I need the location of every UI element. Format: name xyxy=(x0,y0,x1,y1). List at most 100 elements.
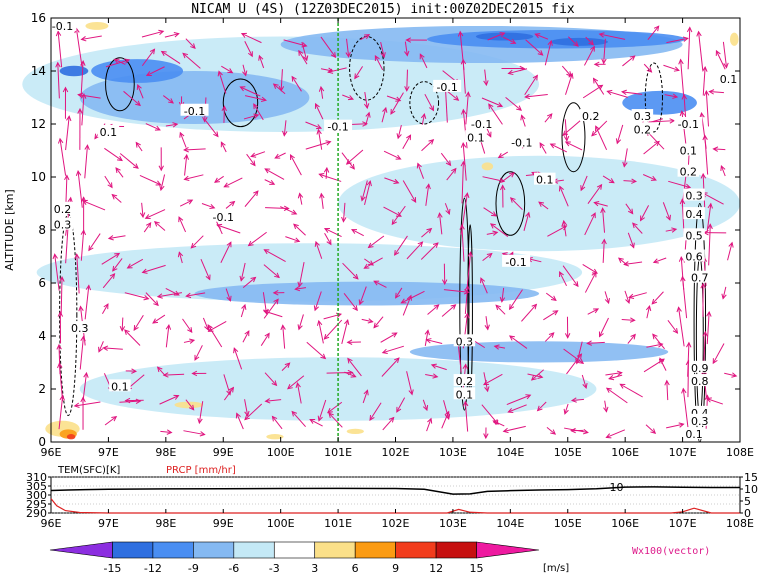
vector-head xyxy=(59,276,65,282)
vector-head xyxy=(672,327,679,334)
vector-head xyxy=(669,118,676,124)
contour-label-bg xyxy=(51,217,74,230)
vector-arrow xyxy=(615,124,624,145)
vector-head xyxy=(133,324,139,331)
vector-shaft xyxy=(465,92,469,125)
vector-head xyxy=(525,394,532,400)
vector-shaft xyxy=(137,84,144,99)
contour-label: 0.2 xyxy=(631,122,654,136)
vector-shaft xyxy=(272,416,283,430)
contour-label: 0.1 xyxy=(534,172,556,187)
vector-head xyxy=(509,172,515,178)
vector-head xyxy=(678,58,684,65)
vector-head xyxy=(59,394,65,401)
vector-head xyxy=(550,429,557,435)
vector-head xyxy=(247,51,253,58)
vector-head xyxy=(618,257,624,263)
vector-shaft xyxy=(431,364,447,371)
vector-arrow xyxy=(424,329,430,346)
vector-arrow xyxy=(305,121,323,130)
vector-arrow xyxy=(482,176,506,184)
vector-shaft xyxy=(165,123,178,127)
contour-label: 0.9 xyxy=(689,360,711,375)
contour-label-bg xyxy=(689,374,711,387)
vector-head xyxy=(84,144,90,151)
vector-arrow xyxy=(115,167,124,178)
vector-head xyxy=(508,304,515,311)
vector-head xyxy=(358,299,364,306)
colorbar-level: -12 xyxy=(144,562,162,575)
vector-shaft xyxy=(483,207,497,217)
vector-shaft xyxy=(183,430,205,436)
vector-head xyxy=(135,141,141,148)
surface-x-tick-label: 104E xyxy=(496,517,524,530)
vector-head xyxy=(346,339,353,345)
vector-shaft xyxy=(651,291,664,305)
vector-arrow xyxy=(465,91,471,125)
contour-label: 0.1 xyxy=(109,379,131,393)
vector-shaft xyxy=(102,303,109,315)
vector-head xyxy=(437,212,443,219)
vector-head xyxy=(495,304,502,311)
vector-shaft xyxy=(505,96,522,111)
vector-head xyxy=(298,49,304,56)
vector-arrow xyxy=(369,402,382,421)
shade-blob-22 xyxy=(729,32,739,46)
vector-arrow xyxy=(621,317,636,323)
vector-arrow xyxy=(344,371,357,378)
vector-head xyxy=(712,358,718,365)
vector-shaft xyxy=(242,330,250,343)
vector-shaft xyxy=(501,287,505,302)
shade-blob-17 xyxy=(174,401,204,409)
vector-head xyxy=(573,281,579,288)
vector-head xyxy=(380,52,386,59)
vector-arrow xyxy=(162,95,174,104)
contour-label: -0.1 xyxy=(180,103,209,118)
vector-shaft xyxy=(404,41,408,56)
vector-shaft xyxy=(287,375,305,390)
vector-shaft xyxy=(647,25,660,41)
colorbar-cell xyxy=(112,541,154,559)
vector-shaft xyxy=(581,374,587,389)
vector-arrow xyxy=(642,174,657,181)
vector-head xyxy=(365,111,371,118)
vector-head xyxy=(424,329,430,336)
vector-arrow xyxy=(182,318,193,334)
vector-head xyxy=(679,198,686,205)
vector-head xyxy=(241,303,247,310)
vector-arrow xyxy=(221,65,234,74)
vector-head xyxy=(408,389,414,396)
vector-arrow xyxy=(347,357,362,377)
vector-shaft xyxy=(198,401,204,424)
vector-shaft xyxy=(285,236,300,242)
vector-head xyxy=(55,61,61,68)
vector-shaft xyxy=(82,200,106,211)
vector-arrow xyxy=(440,152,452,167)
vector-head xyxy=(168,98,174,104)
vector-arrow xyxy=(139,174,162,186)
vector-shaft xyxy=(632,222,643,234)
vector-shaft xyxy=(486,231,498,235)
x-tick-label: 106E xyxy=(611,446,639,459)
vector-head xyxy=(57,311,64,317)
vector-head xyxy=(109,273,116,279)
vector-shaft xyxy=(605,372,622,376)
vector-head xyxy=(294,237,301,243)
vector-arrow xyxy=(591,120,608,137)
vector-shaft xyxy=(161,51,181,64)
vector-shaft xyxy=(76,254,80,294)
contour-label: 0.1 xyxy=(717,71,740,86)
vector-head xyxy=(229,200,236,207)
vector-arrow xyxy=(386,95,402,102)
surface-x-tick-label: 103E xyxy=(439,517,467,530)
vector-arrow xyxy=(646,342,664,348)
tem-tick-label: 295 xyxy=(26,498,47,511)
vector-shaft xyxy=(646,305,650,319)
vector-arrow xyxy=(214,175,224,183)
prcp-tick-label: 10 xyxy=(744,483,758,496)
contour-label-bg xyxy=(677,164,700,177)
vector-head xyxy=(650,428,657,435)
vector-shaft xyxy=(347,358,362,377)
vector-head xyxy=(546,113,553,119)
